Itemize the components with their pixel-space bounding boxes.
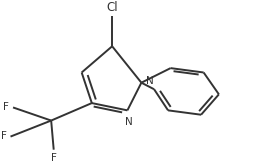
Text: F: F <box>1 131 7 141</box>
Text: N: N <box>125 117 133 127</box>
Text: F: F <box>3 102 9 112</box>
Text: N: N <box>146 76 154 86</box>
Text: F: F <box>51 153 57 163</box>
Text: Cl: Cl <box>106 0 118 14</box>
